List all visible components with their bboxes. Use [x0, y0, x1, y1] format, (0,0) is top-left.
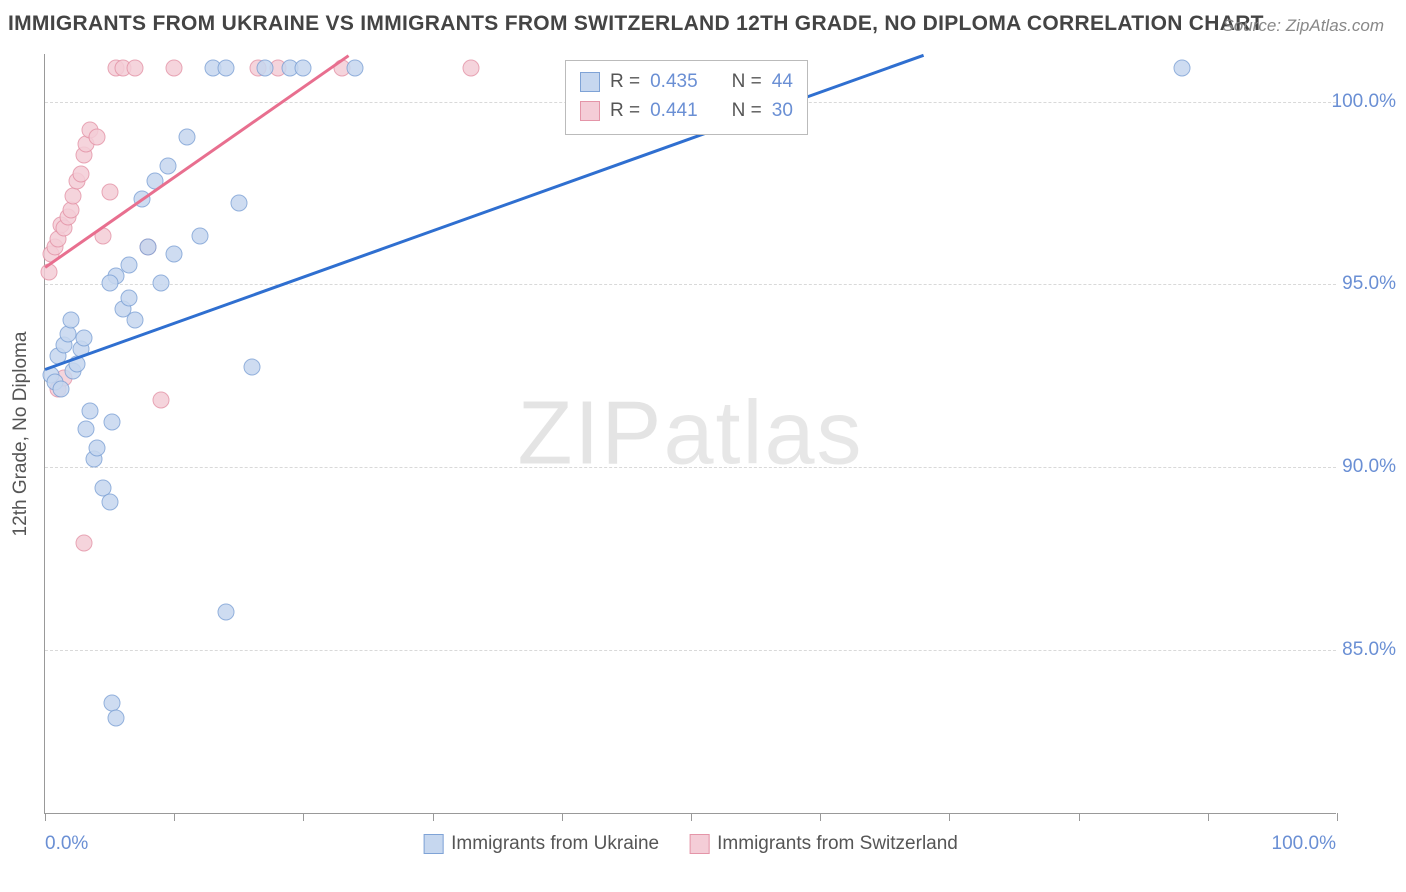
scatter-point	[120, 256, 137, 273]
scatter-point	[166, 59, 183, 76]
scatter-point	[166, 245, 183, 262]
legend-label: Immigrants from Ukraine	[451, 833, 659, 855]
legend-swatch	[580, 72, 600, 92]
n-value: 30	[772, 96, 793, 125]
scatter-point	[217, 59, 234, 76]
source-attribution: Source: ZipAtlas.com	[1222, 16, 1384, 36]
chart-container: IMMIGRANTS FROM UKRAINE VS IMMIGRANTS FR…	[0, 0, 1406, 892]
source-prefix: Source:	[1222, 16, 1285, 35]
scatter-point	[101, 275, 118, 292]
x-tick	[1208, 813, 1209, 821]
watermark-thin: atlas	[663, 383, 863, 483]
y-tick-label: 85.0%	[1326, 639, 1396, 661]
y-tick-label: 100.0%	[1326, 91, 1396, 113]
scatter-point	[256, 59, 273, 76]
chart-title: IMMIGRANTS FROM UKRAINE VS IMMIGRANTS FR…	[8, 12, 1264, 36]
y-tick-label: 95.0%	[1326, 273, 1396, 295]
n-label: N =	[732, 96, 762, 125]
scatter-point	[230, 194, 247, 211]
scatter-point	[88, 129, 105, 146]
r-label: R =	[610, 96, 640, 125]
r-value: 0.435	[650, 67, 698, 96]
scatter-point	[243, 359, 260, 376]
scatter-point	[120, 289, 137, 306]
legend-item: Immigrants from Switzerland	[689, 833, 958, 855]
x-tick	[433, 813, 434, 821]
scatter-point	[75, 534, 92, 551]
gridline	[45, 467, 1336, 468]
scatter-point	[159, 158, 176, 175]
x-tick	[949, 813, 950, 821]
stats-row: R = 0.435 N = 44	[580, 67, 793, 96]
x-tick	[820, 813, 821, 821]
y-axis-title: 12th Grade, No Diploma	[10, 331, 32, 536]
scatter-point	[62, 202, 79, 219]
scatter-point	[78, 421, 95, 438]
correlation-stats-box: R = 0.435 N = 44 R = 0.441 N = 30	[565, 60, 808, 135]
scatter-point	[104, 414, 121, 431]
bottom-legend: Immigrants from Ukraine Immigrants from S…	[423, 833, 958, 855]
scatter-point	[88, 439, 105, 456]
watermark: ZIPatlas	[517, 382, 863, 485]
x-tick	[562, 813, 563, 821]
scatter-point	[1173, 59, 1190, 76]
x-axis-max-label: 100.0%	[1272, 833, 1336, 855]
scatter-point	[52, 381, 69, 398]
source-link[interactable]: ZipAtlas.com	[1286, 16, 1384, 35]
scatter-point	[140, 238, 157, 255]
legend-swatch	[580, 101, 600, 121]
r-label: R =	[610, 67, 640, 96]
scatter-point	[62, 311, 79, 328]
scatter-point	[179, 129, 196, 146]
x-tick	[1337, 813, 1338, 821]
plot-area: ZIPatlas 12th Grade, No Diploma R =0.435…	[44, 54, 1336, 814]
n-label: N =	[732, 67, 762, 96]
scatter-point	[73, 165, 90, 182]
r-value: 0.441	[650, 96, 698, 125]
n-value: 44	[772, 67, 793, 96]
legend-swatch	[423, 834, 443, 854]
x-tick	[1079, 813, 1080, 821]
x-tick	[45, 813, 46, 821]
watermark-bold: ZIP	[517, 383, 663, 483]
gridline	[45, 284, 1336, 285]
gridline	[45, 650, 1336, 651]
legend-label: Immigrants from Switzerland	[717, 833, 958, 855]
scatter-point	[192, 227, 209, 244]
scatter-point	[347, 59, 364, 76]
scatter-point	[75, 330, 92, 347]
x-tick	[691, 813, 692, 821]
scatter-point	[82, 403, 99, 420]
legend-item: Immigrants from Ukraine	[423, 833, 659, 855]
scatter-point	[463, 59, 480, 76]
scatter-point	[40, 264, 57, 281]
scatter-point	[101, 494, 118, 511]
x-tick	[303, 813, 304, 821]
scatter-point	[295, 59, 312, 76]
scatter-point	[153, 392, 170, 409]
x-axis-min-label: 0.0%	[45, 833, 88, 855]
scatter-point	[108, 710, 125, 727]
y-tick-label: 90.0%	[1326, 456, 1396, 478]
scatter-point	[127, 311, 144, 328]
stats-row: R = 0.441 N = 30	[580, 96, 793, 125]
scatter-point	[217, 604, 234, 621]
x-tick	[174, 813, 175, 821]
scatter-point	[60, 326, 77, 343]
scatter-point	[65, 187, 82, 204]
scatter-point	[127, 59, 144, 76]
legend-swatch	[689, 834, 709, 854]
scatter-point	[153, 275, 170, 292]
scatter-point	[101, 183, 118, 200]
